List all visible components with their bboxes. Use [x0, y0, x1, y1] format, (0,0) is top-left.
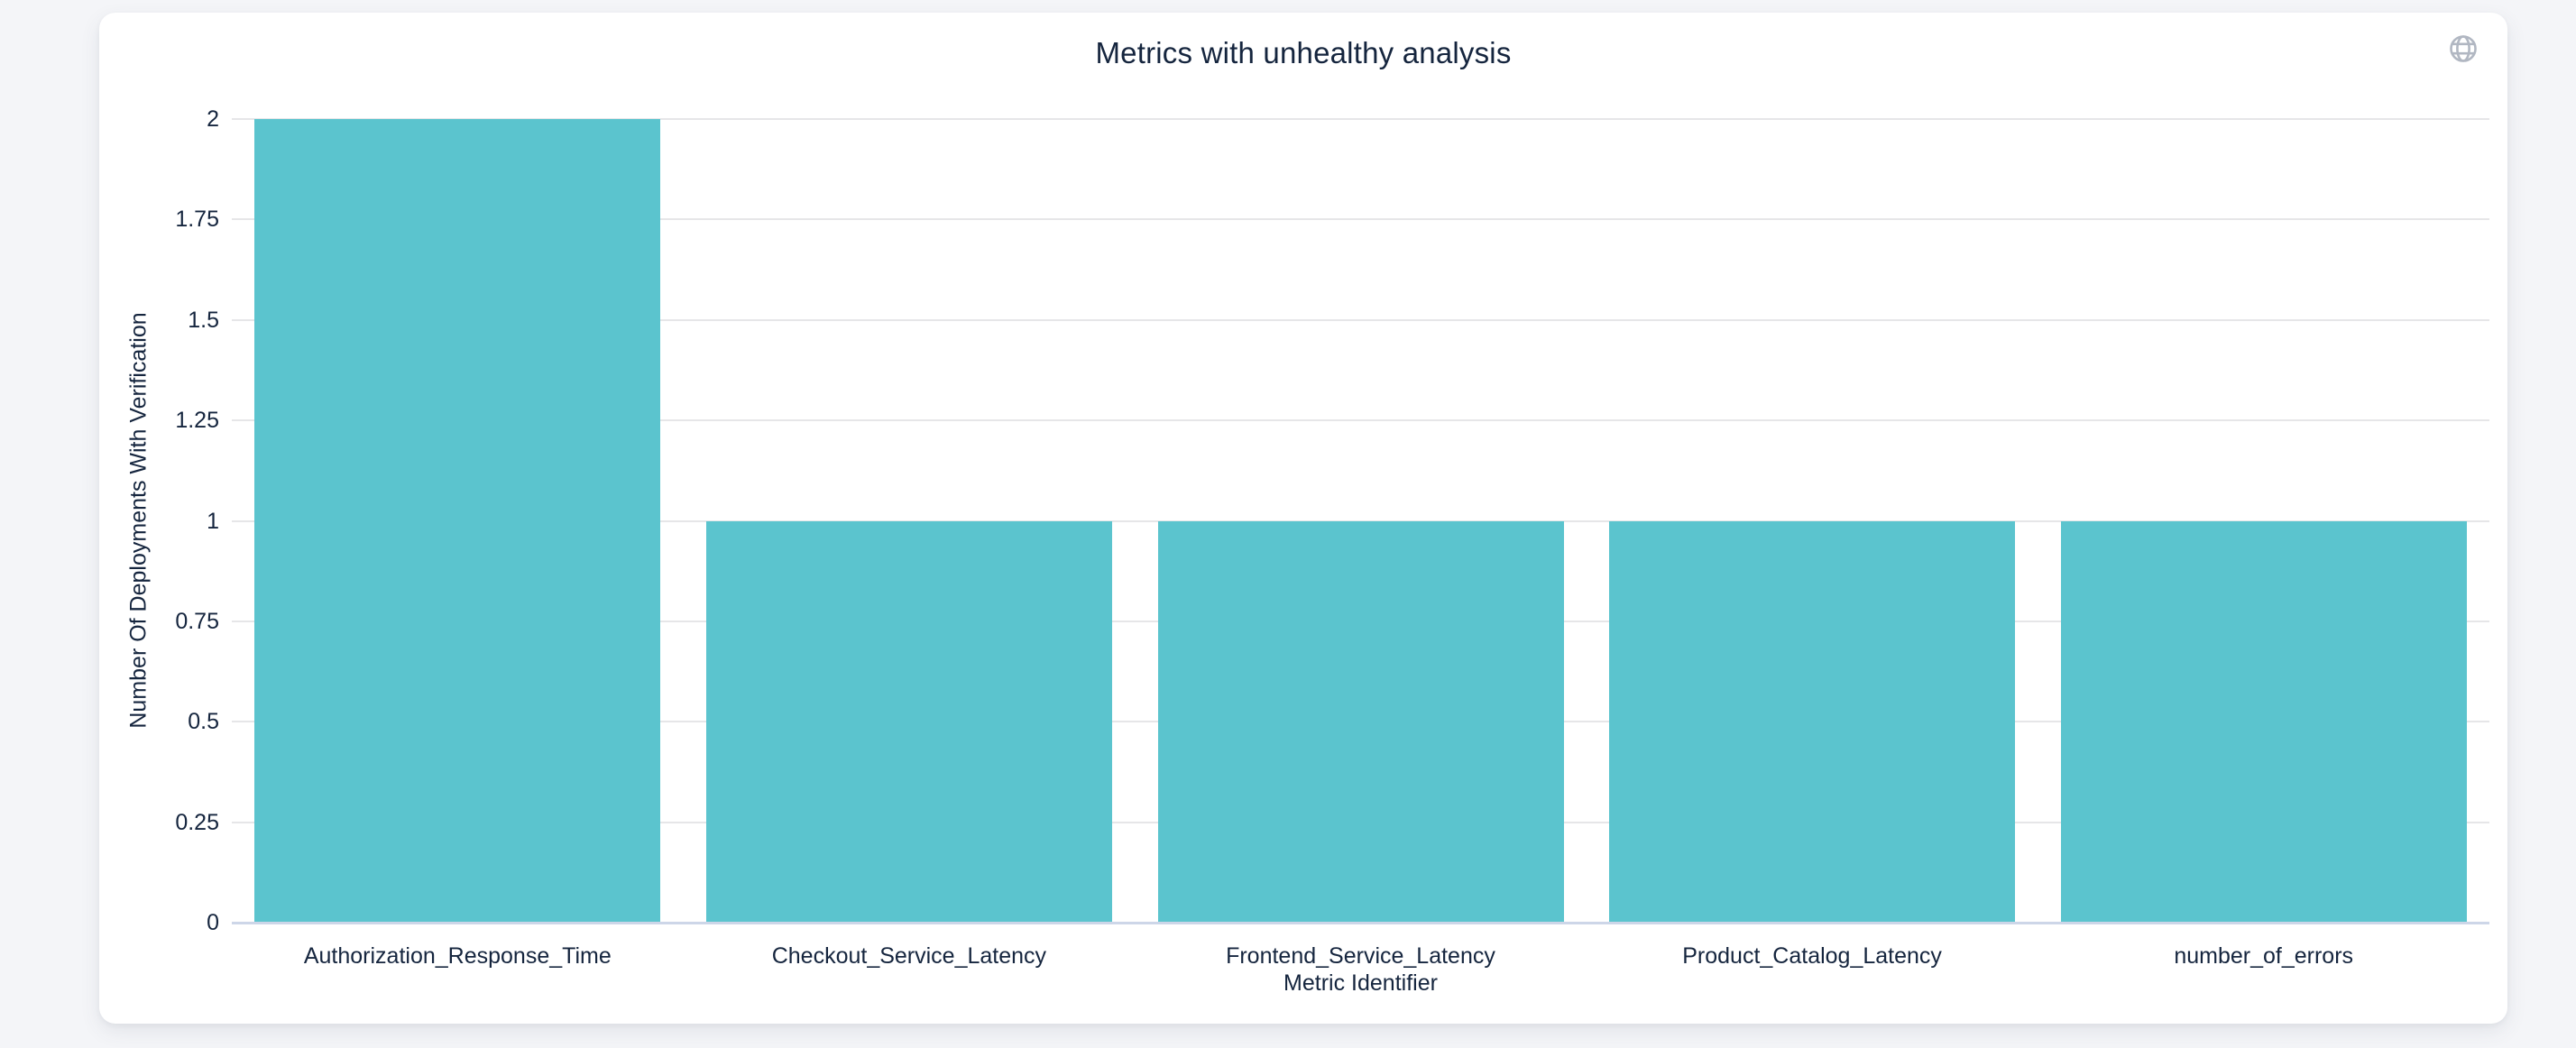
grid-line	[232, 118, 2489, 120]
grid-line	[232, 318, 2489, 321]
bar-Checkout_Service_Latency[interactable]	[705, 520, 1112, 923]
y-tick-label: 0.5	[188, 709, 219, 735]
y-tick-label: 1.5	[188, 307, 219, 333]
x-tick-label: Frontend_Service_Latency	[1226, 943, 1495, 969]
globe-icon[interactable]	[2446, 32, 2480, 66]
y-tick-label: 0.25	[175, 809, 219, 835]
x-tick-label: Checkout_Service_Latency	[771, 943, 1047, 969]
x-tick-label: Product_Catalog_Latency	[1682, 943, 1942, 969]
chart-card: Metrics with unhealthy analysis Number O…	[99, 13, 2507, 1024]
y-tick-label: 1.25	[175, 408, 219, 434]
grid-line	[232, 218, 2489, 221]
bar-Frontend_Service_Latency[interactable]	[1157, 520, 1564, 923]
y-tick-label: 0	[207, 910, 219, 935]
y-tick-label: 1	[207, 508, 219, 534]
bar-Authorization_Response_Time[interactable]	[254, 119, 661, 923]
bar-Product_Catalog_Latency[interactable]	[1609, 520, 2016, 923]
y-tick-label: 1.75	[175, 207, 219, 233]
chart-title: Metrics with unhealthy analysis	[1095, 36, 1512, 69]
x-tick-label: Authorization_Response_Time	[303, 943, 612, 969]
y-tick-label: 2	[207, 106, 219, 132]
globe-icon-glyph	[2450, 35, 2477, 62]
bar-number_of_errors[interactable]	[2060, 520, 2467, 923]
y-tick-label: 0.75	[175, 608, 219, 634]
x-axis-line	[232, 922, 2489, 924]
grid-line	[232, 419, 2489, 422]
x-tick-label: number_of_errors	[2174, 943, 2354, 969]
x-axis-title: Metric Identifier	[1283, 970, 1438, 996]
